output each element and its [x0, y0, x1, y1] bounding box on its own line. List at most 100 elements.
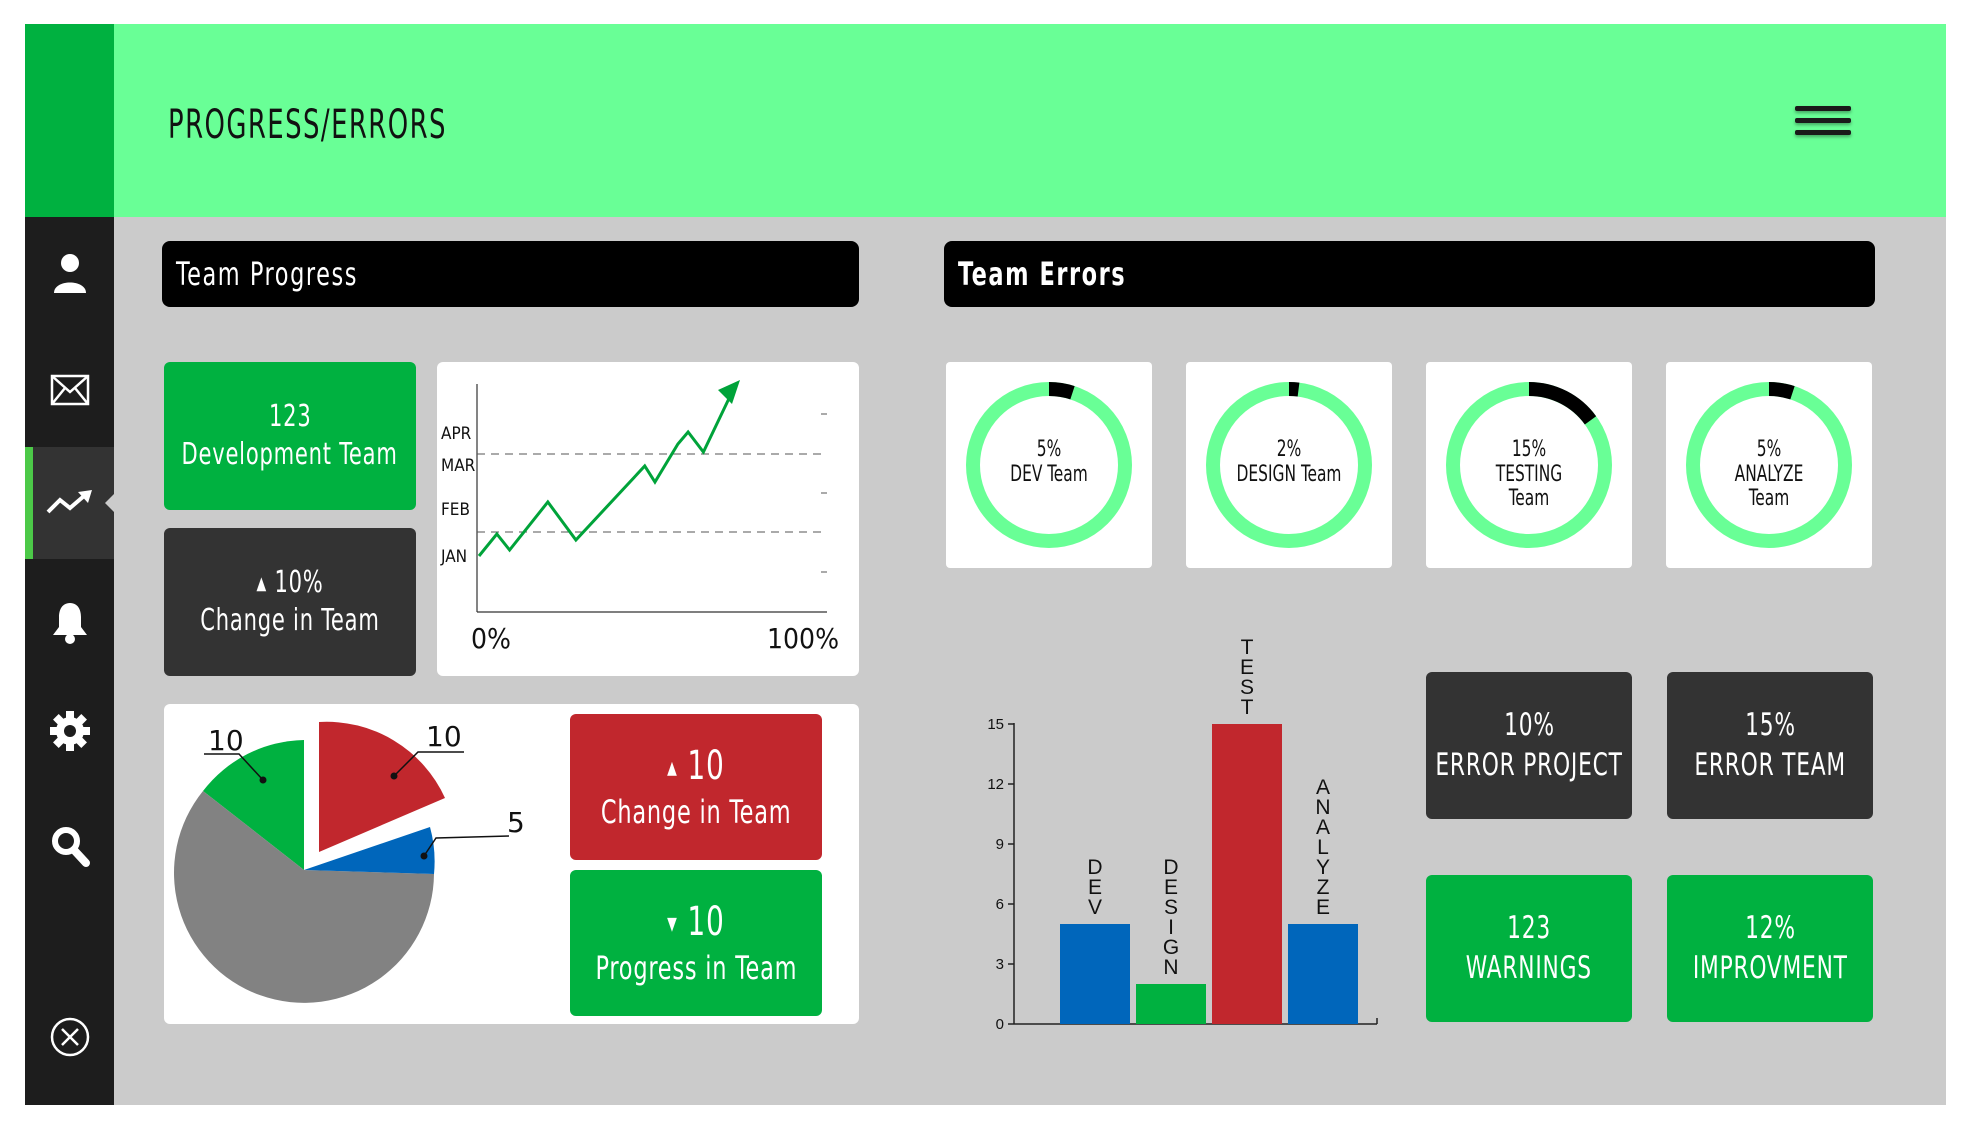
trend-icon	[46, 490, 92, 514]
gauge-dev-team: 5% DEV Team	[946, 362, 1152, 568]
logo-block	[25, 24, 114, 217]
improvement-tile[interactable]: 12% IMPROVMENT	[1667, 875, 1873, 1022]
line-y-label-apr: APR	[441, 424, 472, 444]
mail-icon	[50, 374, 89, 406]
gauge-ring	[966, 382, 1132, 548]
header: PROGRESS/ERRORS	[25, 24, 1946, 217]
line-chart: APR MAR FEB JAN 0% 100%	[440, 380, 839, 655]
gauge-analyze-label: ANALYZE	[1734, 461, 1804, 487]
up-arrow-icon: ▲	[667, 757, 678, 779]
sidebar-item-mail[interactable]	[25, 334, 114, 446]
sidebar-item-notifications[interactable]	[25, 567, 114, 679]
line-chart-panel: APR MAR FEB JAN 0% 100%	[437, 362, 859, 676]
close-icon	[50, 1017, 89, 1057]
error-project-tile[interactable]: 10% ERROR PROJECT	[1426, 672, 1632, 819]
progress-in-team-tile[interactable]: ▼ 10 Progress in Team	[570, 870, 822, 1016]
error-team-value: 15%	[1744, 706, 1796, 743]
change-in-team-tile[interactable]: ▲ 10% Change in Team	[164, 528, 416, 676]
team-progress-title: Team Progress	[176, 255, 359, 293]
progress-tile-value: 10	[687, 898, 725, 945]
change-in-team-red-tile[interactable]: ▲ 10 Change in Team	[570, 714, 822, 860]
sidebar	[25, 217, 115, 1105]
gauge-ring	[1686, 382, 1852, 548]
sidebar-item-progress[interactable]	[25, 447, 115, 559]
error-project-label: ERROR PROJECT	[1435, 746, 1623, 783]
bar-y-tick-label: 9	[996, 836, 1004, 853]
sidebar-item-settings[interactable]	[25, 675, 114, 787]
dev-tile-value: 123	[268, 398, 312, 434]
line-y-label-mar: MAR	[441, 456, 476, 476]
pie-chart: 10 10 5	[174, 720, 525, 1003]
gauge-testing-percent: 15%	[1511, 437, 1547, 462]
progress-tile-label: Progress in Team	[595, 949, 797, 988]
gauge-dev-percent: 5%	[1036, 437, 1062, 462]
gear-icon	[49, 711, 90, 751]
progress-tile-value-row: ▼ 10	[667, 897, 724, 948]
line-y-label-feb: FEB	[441, 500, 470, 520]
bar-y-tick-label: 6	[996, 896, 1004, 913]
error-team-label: ERROR TEAM	[1694, 746, 1846, 783]
dev-tile-label: Development Team	[181, 437, 399, 472]
dashboard-app: PROGRESS/ERRORS	[25, 24, 1946, 1105]
bar-analyze	[1288, 924, 1358, 1024]
gauge-testing-label2: Team	[1508, 486, 1550, 512]
gauge-testing-label: TESTING	[1495, 461, 1563, 487]
up-arrow-icon: ▲	[256, 572, 267, 594]
bar-y-tick-label: 15	[987, 716, 1004, 733]
bar-y-tick-label: 0	[996, 1016, 1004, 1033]
pie-slice-green	[203, 740, 304, 870]
gauge-ring	[1206, 382, 1372, 548]
gauge-design-team: 2% DESIGN Team	[1186, 362, 1392, 568]
gauge-analyze-label2: Team	[1748, 486, 1790, 512]
gauge-ring	[1446, 382, 1612, 548]
change-tile-value-row: ▲ 10%	[256, 564, 323, 602]
bar-dev	[1060, 924, 1130, 1024]
sidebar-item-user[interactable]	[25, 217, 114, 329]
pie-label-green: 10	[208, 724, 244, 757]
bar-y-tick-label: 12	[987, 776, 1004, 793]
bar-design	[1136, 984, 1206, 1024]
line-x-label-end: 100%	[767, 622, 839, 655]
warnings-label: WARNINGS	[1465, 949, 1593, 986]
warnings-tile[interactable]: 123 WARNINGS	[1426, 875, 1632, 1022]
pie-slice-gray	[174, 791, 434, 1003]
development-team-tile[interactable]: 123 Development Team	[164, 362, 416, 510]
improvement-value: 12%	[1744, 909, 1796, 946]
bell-icon	[52, 603, 87, 644]
team-errors-header: Team Errors	[944, 241, 1875, 307]
pie-slice-red	[319, 721, 445, 852]
sidebar-item-search[interactable]	[25, 791, 114, 903]
red-tile-value-row: ▲ 10	[667, 741, 724, 792]
gauge-design-percent: 2%	[1276, 437, 1302, 462]
pie-label-red: 10	[426, 720, 462, 753]
gauge-design-label: DESIGN Team	[1236, 461, 1342, 487]
search-icon	[51, 827, 90, 867]
user-icon	[53, 254, 86, 293]
gauge-dev-label: DEV Team	[1010, 461, 1088, 487]
down-arrow-icon: ▼	[667, 913, 678, 935]
change-tile-label: Change in Team	[200, 603, 380, 638]
red-tile-value: 10	[687, 742, 725, 789]
page-title: PROGRESS/ERRORS	[168, 102, 447, 148]
trend-line	[477, 387, 736, 557]
sidebar-item-close[interactable]	[25, 992, 114, 1082]
error-team-tile[interactable]: 15% ERROR TEAM	[1667, 672, 1873, 819]
bar-y-tick-label: 3	[996, 956, 1004, 973]
error-bar-chart: 0 3 6 9 12 15 D E V D E S I G N T E S T A N A L Y Z E	[987, 636, 1378, 1033]
trend-arrowhead	[718, 380, 740, 404]
menu-button[interactable]	[1795, 104, 1851, 140]
line-x-label-start: 0%	[471, 622, 511, 655]
pie-label-blue: 5	[507, 806, 525, 839]
bar-test	[1212, 724, 1282, 1024]
warnings-value: 123	[1507, 909, 1551, 946]
gauge-analyze-percent: 5%	[1756, 437, 1782, 462]
pie-slice-blue	[304, 827, 435, 874]
error-project-value: 10%	[1503, 706, 1555, 743]
team-progress-header: Team Progress	[162, 241, 859, 307]
team-errors-title: Team Errors	[958, 255, 1127, 293]
line-y-label-jan: JAN	[440, 547, 467, 567]
